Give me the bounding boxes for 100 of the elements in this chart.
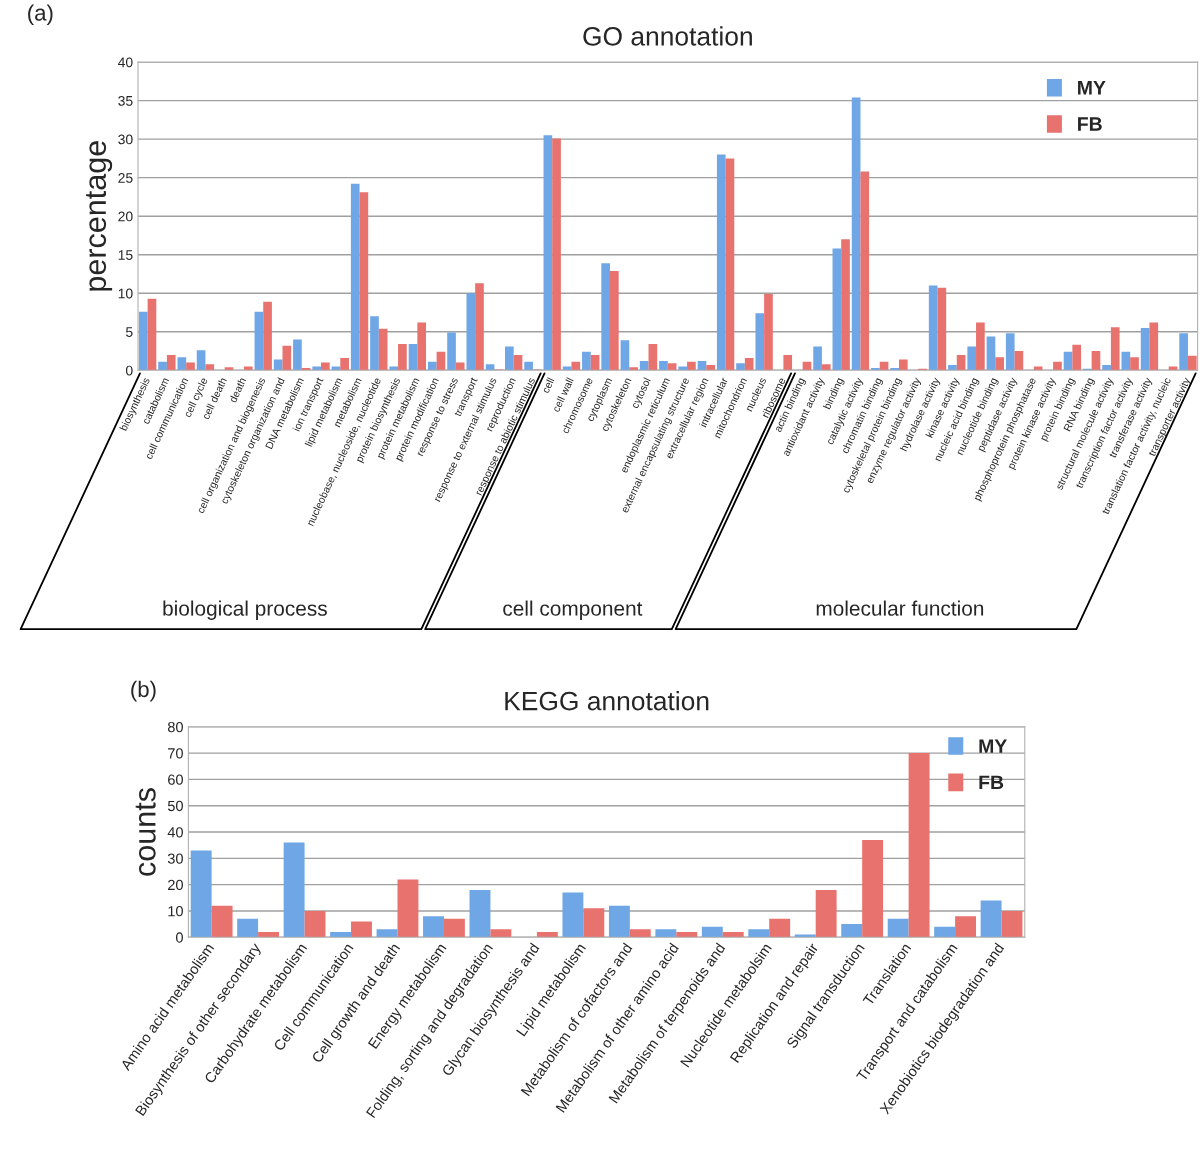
bar [1072, 344, 1082, 371]
bar [370, 316, 379, 371]
bar [447, 332, 456, 371]
bar [1063, 351, 1073, 371]
bar [862, 839, 884, 938]
text: (a) [28, 4, 53, 26]
bar [769, 918, 791, 938]
bar [312, 366, 322, 371]
bar [841, 239, 850, 371]
bar [832, 248, 842, 371]
bar [813, 346, 822, 371]
bar [321, 362, 330, 371]
bar [138, 311, 148, 371]
bar [976, 322, 985, 371]
bar [536, 931, 558, 938]
bar [706, 364, 715, 371]
bar [505, 346, 514, 371]
bar [655, 929, 677, 938]
bar [860, 171, 870, 371]
bar [701, 926, 723, 938]
bar [716, 154, 726, 371]
y-tick-label: 40 [118, 57, 133, 68]
bar [158, 361, 167, 371]
legend-label: FB [1078, 117, 1102, 131]
bar [1091, 351, 1101, 371]
bar [177, 357, 187, 371]
bar [639, 361, 649, 371]
bar [744, 357, 754, 371]
y-tick-label: 10 [168, 906, 183, 917]
bar [475, 283, 484, 371]
y-tick-label: 20 [118, 211, 133, 222]
bar [928, 285, 938, 371]
bar [543, 135, 553, 371]
bar [890, 367, 899, 371]
bar [571, 361, 581, 371]
bar [898, 359, 908, 371]
bar [908, 753, 930, 938]
bar [190, 850, 212, 938]
bar [1140, 327, 1150, 371]
bar [263, 301, 272, 371]
bar [748, 929, 770, 938]
bar [601, 263, 610, 371]
bar [783, 354, 793, 371]
bar [469, 889, 491, 938]
y-tick-label: 30 [167, 853, 183, 864]
y-tick-label: 10 [118, 288, 133, 299]
bar [934, 926, 956, 938]
bar [408, 344, 418, 371]
bar [687, 361, 696, 371]
bar [389, 366, 399, 371]
chart-title: KEGG annotation [505, 691, 709, 711]
bar [466, 293, 476, 371]
bar [1014, 351, 1024, 371]
y-tick-label: 35 [118, 95, 133, 106]
bar [455, 362, 465, 371]
bar [1121, 351, 1131, 371]
bar [980, 900, 1002, 938]
bar [955, 916, 977, 938]
bar [821, 364, 831, 371]
bar [725, 158, 735, 371]
bar [359, 192, 369, 371]
bar [485, 364, 495, 371]
bar [590, 354, 600, 371]
bar [351, 921, 372, 938]
bar [562, 366, 572, 371]
bar [697, 361, 707, 371]
bar [196, 350, 206, 371]
bar [436, 351, 446, 371]
bar [283, 842, 305, 938]
chart-title: GO annotation [583, 26, 752, 46]
y-tick-label: 60 [168, 774, 183, 785]
bar [350, 183, 360, 371]
bar [667, 363, 677, 371]
bar [562, 892, 584, 938]
y-tick-label: 20 [168, 879, 183, 891]
bar [620, 340, 630, 371]
bar [841, 924, 863, 938]
text: cell component [503, 600, 643, 620]
bar [552, 138, 561, 371]
bar [1149, 322, 1159, 371]
bar [582, 351, 591, 371]
bar [995, 357, 1004, 371]
y-tick-label: 5 [125, 327, 133, 337]
bar [648, 344, 658, 371]
text: biological process [163, 600, 327, 620]
y-tick-label: 50 [167, 800, 183, 812]
y-axis-title: percentage [86, 141, 113, 291]
bar [986, 336, 996, 371]
bar [331, 366, 341, 371]
bar [293, 339, 302, 371]
bar [258, 931, 280, 938]
bar [937, 287, 947, 371]
bar [304, 910, 326, 938]
bar [967, 346, 977, 371]
bar [166, 354, 176, 371]
x-tick-label: cell [541, 377, 555, 394]
y-tick-label: 30 [118, 134, 133, 145]
bar [1179, 333, 1188, 371]
bar [676, 931, 698, 938]
bar [282, 345, 292, 371]
